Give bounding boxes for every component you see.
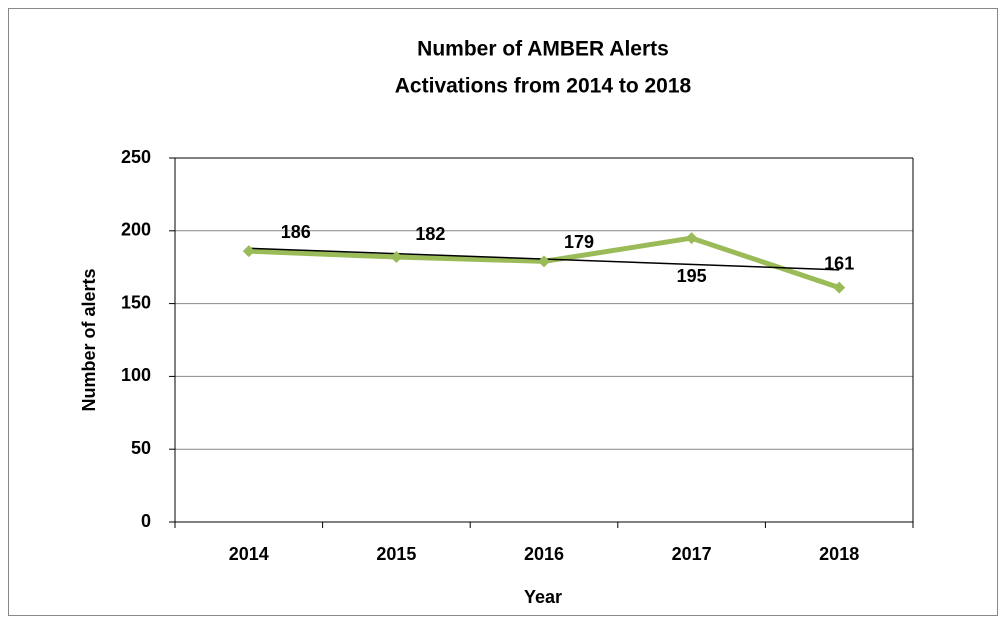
data-label: 161 [824, 253, 854, 273]
chart-title: Number of AMBER Alerts [417, 38, 669, 61]
x-tick-label: 2018 [819, 544, 859, 564]
x-axis-title: Year [524, 587, 562, 607]
y-tick-label: 150 [121, 292, 151, 312]
data-point [538, 255, 550, 268]
data-label: 195 [677, 266, 707, 286]
x-tick-label: 2015 [376, 544, 416, 564]
chart-title: Activations from 2014 to 2018 [395, 75, 692, 98]
data-label: 179 [564, 232, 594, 252]
y-tick-label: 50 [131, 438, 151, 458]
y-tick-label: 100 [121, 365, 151, 385]
data-point [390, 251, 403, 264]
x-tick-label: 2016 [524, 544, 564, 564]
data-point [685, 232, 698, 245]
x-tick-label: 2017 [672, 544, 712, 564]
chart-border [8, 8, 998, 616]
x-tick-label: 2014 [229, 544, 269, 564]
data-label: 186 [281, 222, 311, 242]
y-tick-label: 200 [121, 220, 151, 240]
data-point [833, 281, 846, 294]
data-label: 182 [415, 224, 445, 244]
y-tick-label: 0 [141, 511, 151, 531]
y-tick-label: 250 [121, 147, 151, 167]
data-point [242, 245, 255, 258]
y-axis-title: Number of alerts [79, 268, 99, 411]
